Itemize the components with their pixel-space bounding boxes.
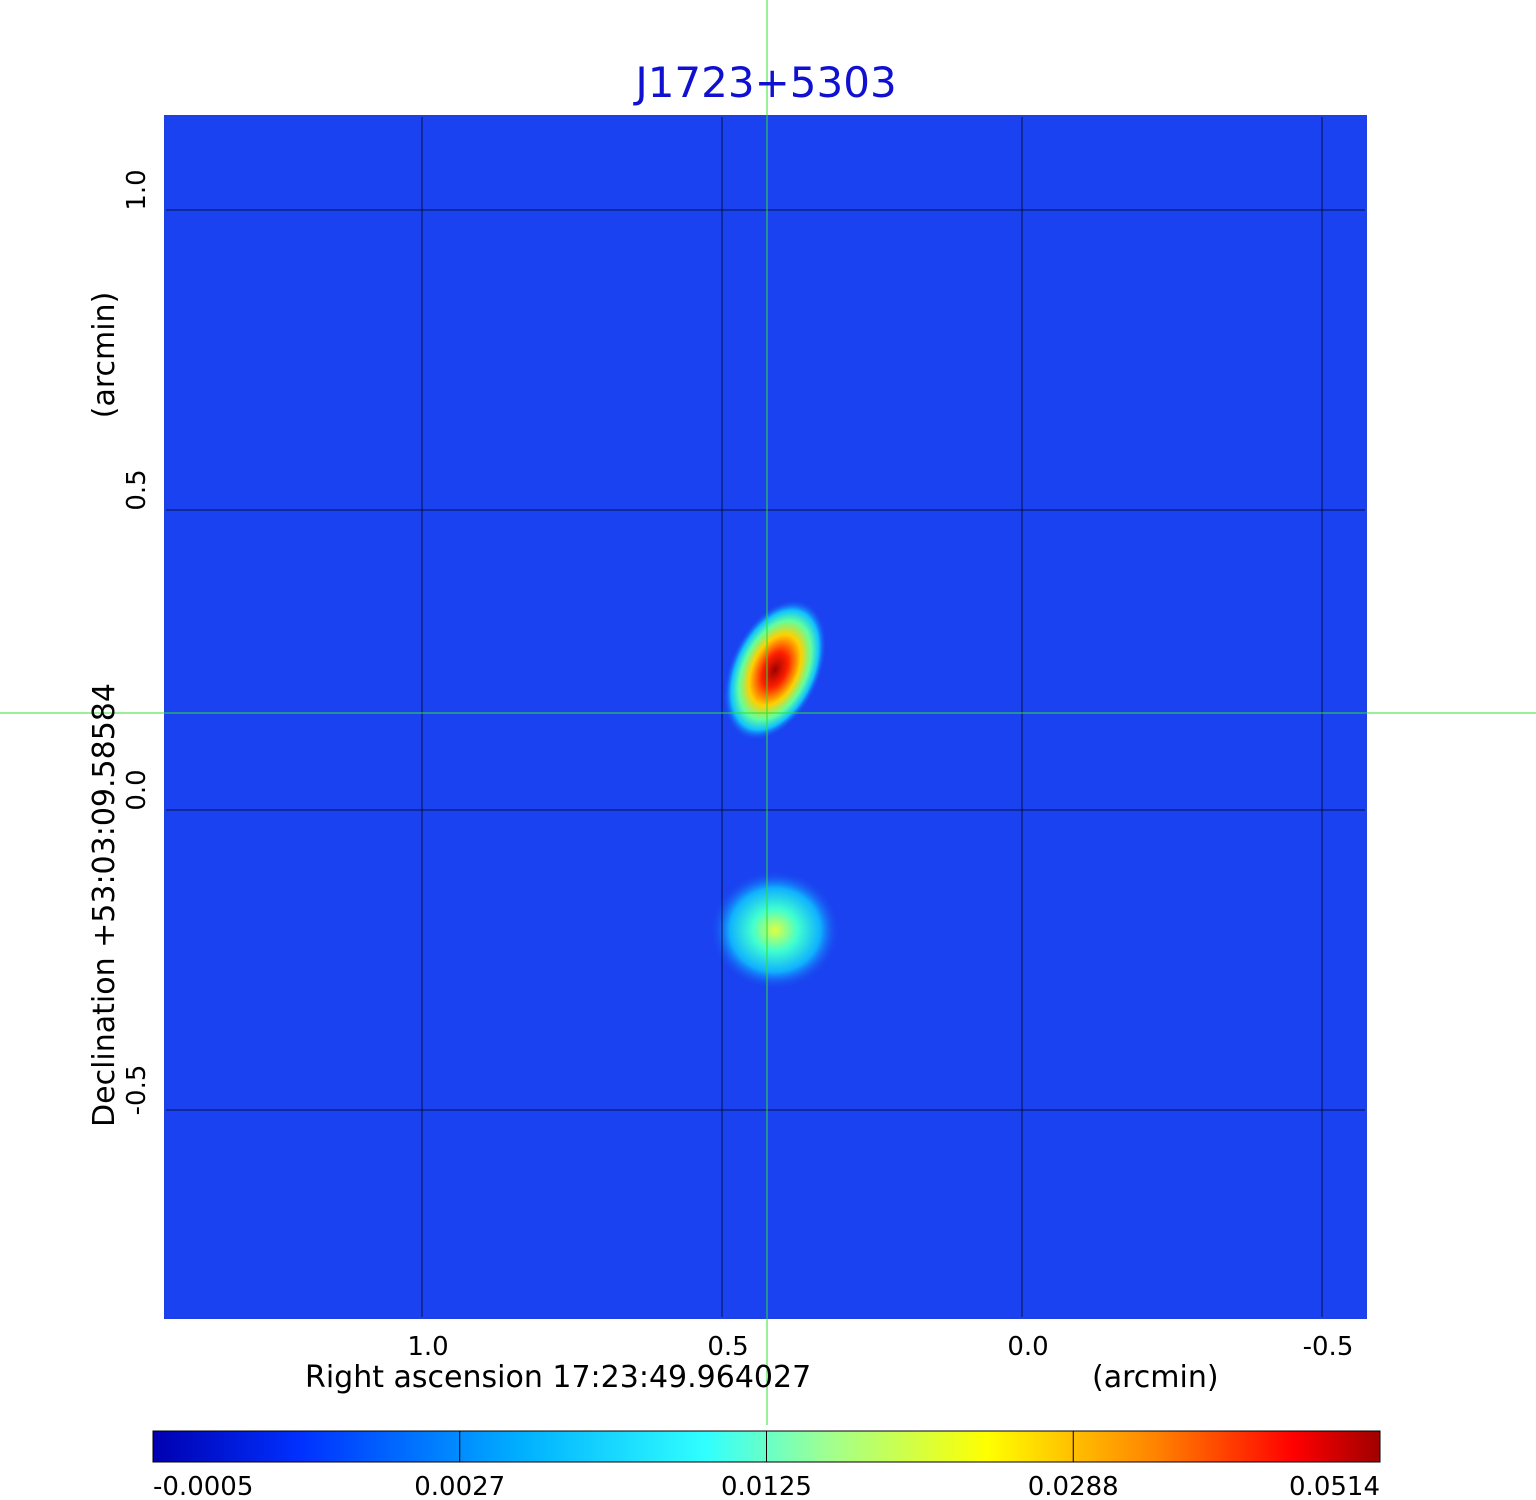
frame (164, 115, 1367, 1319)
colorbar-label: -0.0005 (153, 1472, 253, 1500)
x-axis-unit: (arcmin) (1092, 1360, 1219, 1395)
title: J1723+5303 (632, 58, 896, 107)
colorbar-label: 0.0514 (1289, 1472, 1380, 1500)
x-tick-label: 0.0 (1007, 1332, 1048, 1362)
x-tick-label: 1.0 (407, 1332, 448, 1362)
y-tick-label: 0.0 (122, 769, 152, 810)
source-south (710, 870, 840, 990)
x-axis-label: Right ascension 17:23:49.964027 (305, 1360, 811, 1395)
y-tick-label: 0.5 (122, 469, 152, 510)
x-tick-label: -0.5 (1303, 1332, 1354, 1362)
y-tick-label: -0.5 (122, 1065, 152, 1116)
grid (166, 117, 1365, 1317)
colorbar-label: 0.0288 (1028, 1472, 1119, 1500)
y-tick-label: 1.0 (122, 169, 152, 210)
y-axis-label: Declination +53:03:09.58584 (87, 683, 122, 1127)
y-axis-unit: (arcmin) (87, 292, 122, 419)
source-north (723, 599, 827, 741)
colorbar-label: 0.0027 (414, 1472, 505, 1500)
x-tick-label: 0.5 (707, 1332, 748, 1362)
colorbar-label: 0.0125 (721, 1472, 812, 1500)
